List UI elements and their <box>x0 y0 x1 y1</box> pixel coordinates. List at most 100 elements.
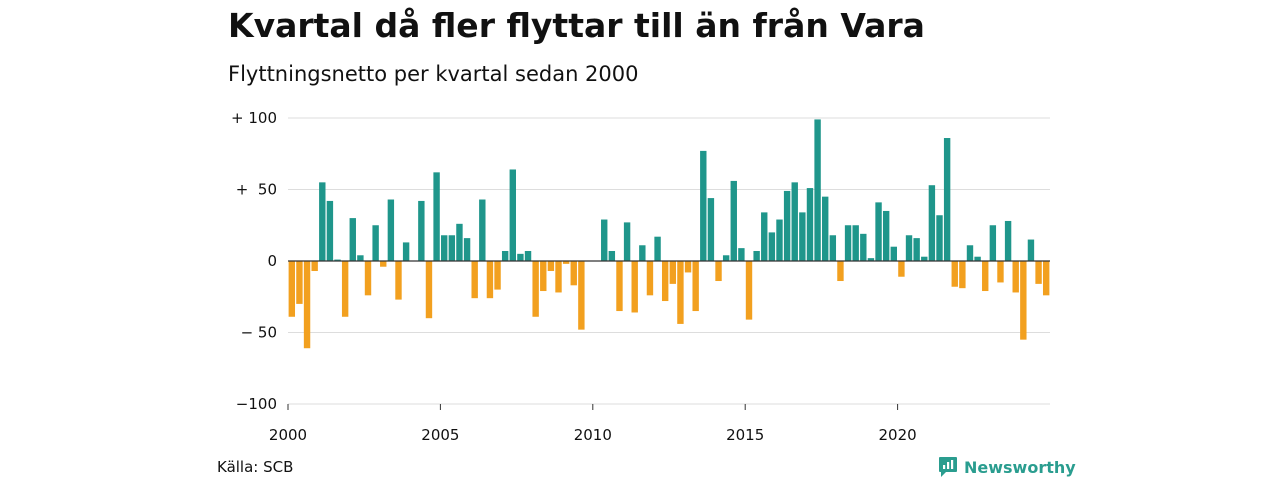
bar <box>646 261 654 296</box>
bar <box>524 250 532 261</box>
bar <box>441 235 448 261</box>
bar <box>974 256 981 261</box>
bar <box>684 261 692 273</box>
bar <box>928 185 936 261</box>
bar <box>303 261 311 349</box>
bar <box>700 150 707 261</box>
chart-subtitle: Flyttningsnetto per kvartal sedan 2000 <box>228 62 639 86</box>
bar <box>570 261 577 286</box>
bar <box>456 223 463 261</box>
bar <box>669 261 677 284</box>
bar <box>1027 239 1035 261</box>
bar <box>753 250 760 261</box>
bar <box>715 261 722 282</box>
bar <box>631 261 638 313</box>
bar <box>448 235 456 261</box>
bar <box>364 261 372 296</box>
axes: + 100 + 50 0 − 50 −100 2000 2005 2010 2015 2020 <box>231 109 1050 444</box>
bar <box>791 182 798 261</box>
bar <box>943 138 951 261</box>
bar <box>532 261 539 317</box>
bar <box>418 200 425 261</box>
bar <box>402 242 410 261</box>
x-tick-label: 2020 <box>879 426 917 444</box>
bar <box>349 218 356 261</box>
y-tick-label: − 50 <box>241 324 277 342</box>
source-note: Källa: SCB <box>217 458 294 476</box>
bar <box>829 235 837 261</box>
bar <box>761 212 768 261</box>
bar <box>433 172 440 261</box>
bar <box>730 180 737 261</box>
bar <box>692 261 699 312</box>
bar <box>989 225 997 261</box>
bar <box>882 210 890 261</box>
bar <box>562 261 570 264</box>
bar <box>936 215 943 261</box>
bar <box>1012 261 1019 293</box>
bar <box>783 190 791 261</box>
bar <box>288 261 296 317</box>
chart-title: Kvartal då fler flyttar till än från Var… <box>228 6 925 45</box>
bar <box>913 238 920 261</box>
bar <box>921 256 928 261</box>
gridlines <box>288 117 1050 405</box>
bar <box>501 250 509 261</box>
bar <box>860 233 867 261</box>
bar <box>738 248 745 261</box>
bar <box>799 212 806 261</box>
brand-name: Newsworthy <box>964 457 1076 477</box>
bar <box>898 261 905 277</box>
bar <box>997 261 1004 283</box>
bar <box>486 261 494 299</box>
bar <box>372 225 379 261</box>
bar <box>776 219 783 261</box>
bar <box>608 250 616 261</box>
bar <box>357 255 364 261</box>
bar <box>509 169 516 261</box>
bar <box>494 261 501 290</box>
bar <box>463 238 471 261</box>
bar <box>837 261 844 282</box>
bar <box>745 261 753 320</box>
bar <box>623 222 631 261</box>
bar <box>1004 220 1012 261</box>
bar <box>471 261 478 299</box>
bar <box>395 261 402 300</box>
bar <box>814 119 821 262</box>
bar <box>341 261 349 317</box>
bar <box>966 245 974 261</box>
bar <box>425 261 433 319</box>
bars <box>288 119 1050 349</box>
y-tick-label: + 50 <box>236 181 277 199</box>
bar <box>905 235 913 261</box>
y-tick-label: 0 <box>267 252 277 270</box>
bar <box>334 259 341 261</box>
bar <box>555 261 562 293</box>
bar <box>387 199 395 261</box>
bar <box>951 261 958 287</box>
bar <box>380 261 387 267</box>
bar <box>578 261 585 330</box>
bar <box>875 202 882 261</box>
bar <box>1035 261 1042 284</box>
bar <box>890 246 897 261</box>
bar <box>319 182 326 261</box>
bar <box>1042 261 1050 296</box>
bar <box>311 261 318 272</box>
x-tick-label: 2015 <box>726 426 764 444</box>
bar <box>982 261 989 292</box>
bar <box>959 261 966 289</box>
bar <box>547 261 555 272</box>
x-tick-label: 2010 <box>574 426 612 444</box>
bar <box>639 245 646 261</box>
bar <box>479 199 486 261</box>
bar <box>616 261 623 312</box>
bar <box>768 232 776 261</box>
bar <box>677 261 684 324</box>
bar <box>661 261 669 302</box>
y-tick-label: −100 <box>236 395 277 413</box>
bar <box>722 255 730 261</box>
newsworthy-logo-icon <box>939 457 957 477</box>
